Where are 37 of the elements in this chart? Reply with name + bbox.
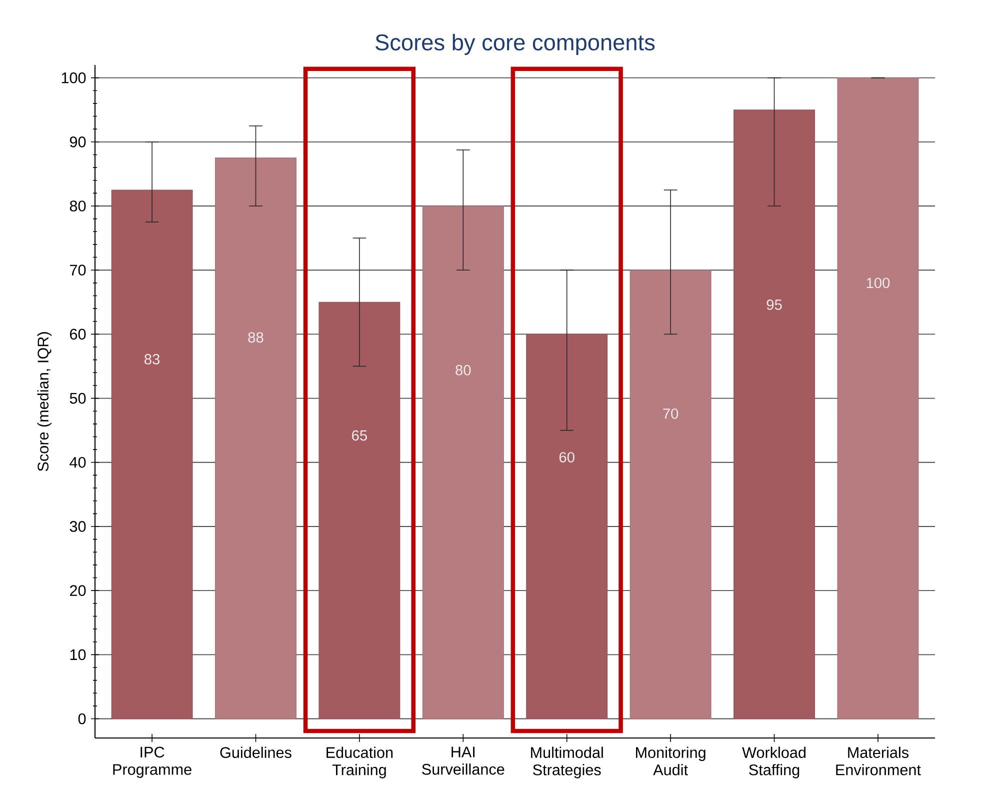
bar (422, 206, 504, 720)
data-label: 65 (352, 430, 367, 441)
data-label: 100 (866, 278, 890, 288)
bar (630, 270, 712, 720)
x-tick-label: Education Training (326, 746, 393, 778)
y-tick-label: 0 (78, 713, 86, 724)
y-tick-label: 40 (70, 456, 86, 468)
chart-title: Scores by core components (376, 34, 655, 55)
x-tick-label: IPC Programme (113, 746, 192, 778)
data-label: 70 (663, 408, 678, 419)
data-label: 60 (559, 452, 574, 462)
y-axis-title: Score (median, IQR) (37, 332, 52, 472)
data-label: 95 (766, 300, 782, 310)
y-tick-label: 60 (70, 328, 86, 340)
bar (215, 158, 296, 720)
y-tick-label: 20 (70, 585, 86, 596)
y-tick-label: 50 (70, 392, 86, 404)
y-tick-label: 70 (70, 264, 86, 276)
bar (734, 110, 815, 720)
x-tick-label: HAI Surveillance (422, 746, 504, 775)
x-tick-label: Guidelines (220, 746, 292, 758)
bar (111, 190, 193, 720)
y-tick-label: 90 (70, 136, 86, 148)
bar (526, 334, 608, 720)
y-tick-label: 10 (70, 649, 86, 660)
x-tick-label: Monitoring Audit (636, 746, 706, 776)
y-tick-label: 100 (62, 72, 86, 84)
x-tick-label: Materials Environment (836, 746, 921, 776)
bar (837, 78, 919, 720)
bar (318, 302, 400, 720)
y-tick-label: 30 (70, 521, 86, 532)
data-label: 88 (248, 332, 264, 343)
data-label: 80 (456, 364, 471, 376)
y-tick-label: 80 (70, 200, 86, 212)
x-tick-label: Multimodal Strategies (531, 746, 603, 778)
x-tick-label: Workload Staffing (742, 746, 806, 778)
data-label: 83 (144, 354, 160, 364)
